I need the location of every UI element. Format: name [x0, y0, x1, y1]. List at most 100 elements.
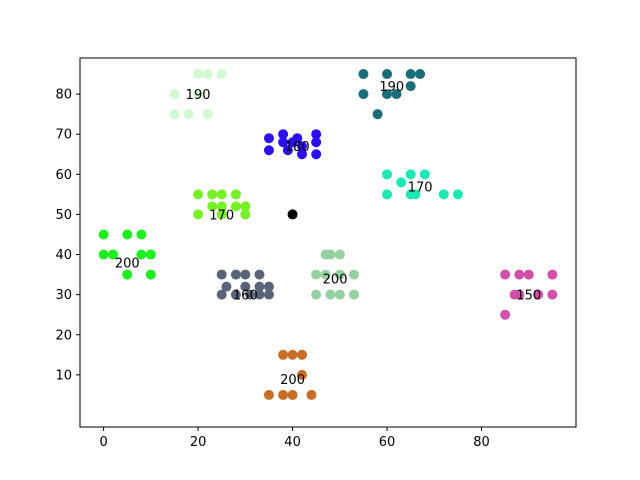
data-point [500, 269, 511, 280]
data-point [216, 189, 227, 200]
data-point [216, 69, 227, 80]
x-tick-label: 0 [99, 435, 107, 450]
y-tick-label: 60 [55, 168, 72, 183]
data-point [547, 289, 558, 300]
data-point [254, 269, 265, 280]
cluster-label: 150 [516, 289, 541, 304]
data-point [254, 281, 265, 292]
data-point [230, 201, 241, 212]
data-point [193, 209, 204, 220]
data-point [216, 269, 227, 280]
data-point [145, 269, 156, 280]
data-point [169, 89, 180, 100]
data-point [311, 137, 322, 148]
data-point [382, 169, 393, 180]
cluster-label: 190 [379, 80, 404, 95]
data-point [405, 69, 416, 80]
data-point [136, 249, 147, 260]
x-tick-label: 20 [190, 435, 207, 450]
data-point [193, 89, 204, 100]
data-point [169, 109, 180, 120]
data-point [523, 269, 534, 280]
data-point [240, 281, 251, 292]
x-tick-label: 80 [473, 435, 490, 450]
data-point [311, 289, 322, 300]
data-point [287, 389, 298, 400]
data-point [325, 289, 336, 300]
data-point [263, 145, 274, 156]
x-tick-label: 40 [284, 435, 301, 450]
data-point [348, 269, 359, 280]
y-tick-label: 10 [55, 368, 72, 383]
data-point [278, 129, 289, 140]
data-point [287, 349, 298, 360]
cluster-label: 160 [233, 289, 258, 304]
data-point [108, 249, 119, 260]
y-tick-label: 50 [55, 208, 72, 223]
data-point [514, 269, 525, 280]
cluster-label: 200 [115, 257, 140, 272]
data-point [514, 289, 525, 300]
cluster-label: 180 [285, 140, 310, 155]
data-point [98, 249, 109, 260]
data-point [405, 169, 416, 180]
data-point [500, 309, 511, 320]
data-point [311, 269, 322, 280]
cluster-label: 200 [323, 273, 348, 288]
data-point [216, 289, 227, 300]
cluster-label: 170 [209, 208, 234, 223]
plot-area-frame [79, 57, 577, 428]
data-point [245, 289, 256, 300]
data-point [216, 201, 227, 212]
y-tick-label: 40 [55, 248, 72, 263]
data-point [263, 289, 274, 300]
data-point [193, 69, 204, 80]
data-points [98, 69, 558, 400]
center-point [287, 209, 298, 220]
data-point [202, 69, 213, 80]
data-point [320, 269, 331, 280]
data-point [311, 149, 322, 160]
data-point [410, 189, 421, 200]
data-point [419, 169, 430, 180]
cluster-label: 170 [408, 180, 433, 195]
data-point [207, 201, 218, 212]
data-point [297, 369, 308, 380]
data-point [282, 145, 293, 156]
data-point [98, 229, 109, 240]
data-point [278, 389, 289, 400]
data-point [263, 389, 274, 400]
data-point [311, 129, 322, 140]
y-tick-label: 20 [55, 328, 72, 343]
data-point [452, 189, 463, 200]
data-point [122, 229, 133, 240]
data-point [230, 289, 241, 300]
data-point [254, 289, 265, 300]
data-point [391, 89, 402, 100]
data-point [358, 89, 369, 100]
data-point [382, 189, 393, 200]
data-point [145, 249, 156, 260]
data-point [216, 209, 227, 220]
data-point [415, 69, 426, 80]
data-point [533, 289, 544, 300]
data-point [325, 249, 336, 260]
data-point [297, 149, 308, 160]
data-point [193, 189, 204, 200]
y-tick-label: 80 [55, 88, 72, 103]
data-point [263, 281, 274, 292]
data-point [230, 269, 241, 280]
y-tick-label: 30 [55, 288, 72, 303]
data-point [202, 109, 213, 120]
data-point [382, 89, 393, 100]
data-point [221, 281, 232, 292]
data-point [136, 229, 147, 240]
data-point [297, 349, 308, 360]
data-point [334, 269, 345, 280]
data-point [396, 177, 407, 188]
data-point [348, 289, 359, 300]
cluster-label: 200 [280, 373, 305, 388]
data-point [230, 189, 241, 200]
cluster-labels: 190 190 180 170 170 200 160 200 150 200 [115, 80, 541, 388]
